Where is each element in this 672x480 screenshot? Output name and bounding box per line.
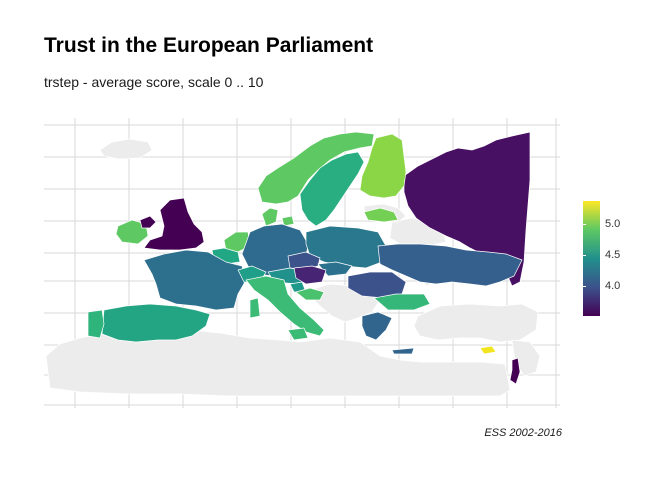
- country-hungary: [293, 265, 327, 285]
- country-bulgaria: [373, 293, 431, 311]
- country-italy-sicily: [287, 327, 309, 341]
- color-legend: 5.0 4.5 4.0: [583, 201, 620, 316]
- country-sardinia: [249, 297, 261, 319]
- country-denmark: [261, 207, 279, 227]
- legend-tickmark: [583, 224, 586, 225]
- legend-tickmark: [583, 286, 586, 287]
- country-ireland: [115, 219, 149, 245]
- country-portugal: [87, 309, 105, 339]
- country-greece: [361, 311, 393, 341]
- country-spain: [101, 303, 211, 343]
- country-slovakia: [317, 261, 353, 277]
- country-sweden: [299, 151, 365, 227]
- map-subtitle: trstep - average score, scale 0 .. 10: [44, 74, 264, 90]
- country-finland: [359, 133, 407, 199]
- country-uk: [143, 197, 205, 251]
- legend-tickmark: [583, 255, 586, 256]
- country-norway: [257, 131, 375, 205]
- legend-tick-4-5: 4.5: [605, 249, 621, 261]
- region-turkey-middle-east: [413, 303, 539, 343]
- country-ukraine: [377, 243, 523, 287]
- country-russia: [403, 131, 531, 287]
- country-denmark-islands: [281, 215, 295, 227]
- country-estonia: [363, 207, 399, 223]
- country-uk-north-ireland: [139, 215, 157, 229]
- country-italy: [245, 275, 325, 337]
- map-caption: ESS 2002-2016: [484, 427, 562, 439]
- country-france: [143, 249, 247, 311]
- legend-tick-4-0: 4.0: [605, 280, 621, 292]
- map-title: Trust in the European Parliament: [44, 34, 374, 57]
- country-israel: [509, 357, 521, 385]
- legend-tick-5-0: 5.0: [605, 218, 621, 230]
- region-iceland: [99, 138, 153, 160]
- color-legend-bar: [583, 201, 600, 316]
- country-cyprus: [479, 345, 497, 355]
- country-greece-crete: [391, 347, 415, 355]
- country-croatia: [295, 287, 325, 301]
